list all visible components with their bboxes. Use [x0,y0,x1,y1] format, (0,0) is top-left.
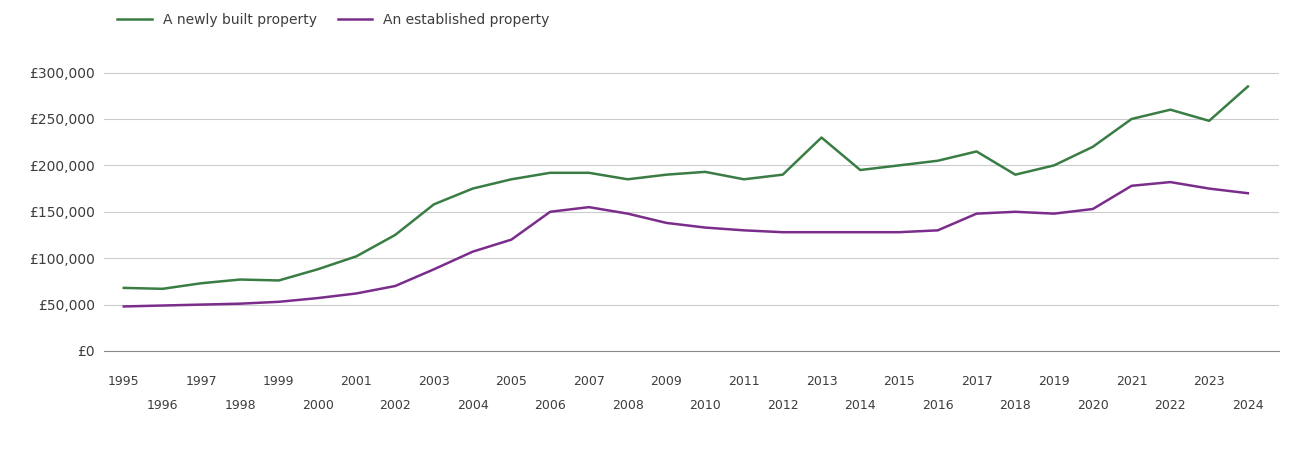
Text: 1999: 1999 [264,375,295,388]
Text: 2010: 2010 [689,399,722,411]
Legend: A newly built property, An established property: A newly built property, An established p… [111,8,556,32]
An established property [1124,183,1139,189]
A newly built property [1007,172,1023,177]
A newly built property [1240,84,1255,89]
A newly built property [232,277,248,282]
Text: 2023: 2023 [1193,375,1225,388]
An established property [775,230,791,235]
Text: 2004: 2004 [457,399,488,411]
An established property [543,209,559,215]
A newly built property [504,176,519,182]
An established property [425,266,441,272]
Text: 2019: 2019 [1039,375,1070,388]
A newly built property [775,172,791,177]
An established property [581,204,596,210]
A newly built property [581,170,596,176]
A newly built property [736,176,752,182]
A newly built property [1124,116,1139,122]
A newly built property [1047,163,1062,168]
A newly built property [465,186,480,191]
Text: 2001: 2001 [341,375,372,388]
Text: 2000: 2000 [301,399,334,411]
Text: 2003: 2003 [418,375,450,388]
Text: 2015: 2015 [883,375,915,388]
A newly built property [193,280,209,286]
An established property [930,228,946,233]
A newly built property [388,232,403,238]
A newly built property [891,163,907,168]
Text: 2007: 2007 [573,375,604,388]
Text: 2011: 2011 [728,375,760,388]
An established property [659,220,675,225]
Text: 2013: 2013 [805,375,838,388]
A newly built property [1084,144,1100,149]
Text: 2006: 2006 [534,399,566,411]
An established property [309,295,325,301]
Text: 2008: 2008 [612,399,643,411]
Text: 2018: 2018 [1000,399,1031,411]
A newly built property [968,149,984,154]
An established property [1240,190,1255,196]
A newly built property [659,172,675,177]
A newly built property [930,158,946,163]
A newly built property [348,254,364,259]
An established property [697,225,713,230]
An established property [1163,180,1178,185]
An established property [968,211,984,216]
A newly built property [620,176,636,182]
Text: 2016: 2016 [921,399,954,411]
An established property [232,301,248,306]
An established property [1047,211,1062,216]
Text: 2009: 2009 [651,375,683,388]
Text: 1996: 1996 [146,399,179,411]
A newly built property [116,285,132,291]
Text: 2020: 2020 [1077,399,1109,411]
A newly built property [425,202,441,207]
A newly built property [1163,107,1178,112]
An established property [271,299,287,305]
An established property [465,249,480,254]
An established property [388,284,403,289]
Text: 2002: 2002 [380,399,411,411]
A newly built property [155,286,171,292]
Text: 1995: 1995 [108,375,140,388]
Text: 1997: 1997 [185,375,217,388]
Text: 2021: 2021 [1116,375,1147,388]
Text: 1998: 1998 [224,399,256,411]
An established property [193,302,209,307]
Line: An established property: An established property [124,182,1248,306]
An established property [348,291,364,296]
A newly built property [543,170,559,176]
A newly built property [852,167,868,173]
A newly built property [271,278,287,283]
Text: 2005: 2005 [496,375,527,388]
Text: 2014: 2014 [844,399,876,411]
An established property [1007,209,1023,215]
A newly built property [309,266,325,272]
An established property [852,230,868,235]
An established property [504,237,519,242]
An established property [1084,206,1100,211]
An established property [1202,186,1218,191]
Text: 2012: 2012 [767,399,799,411]
An established property [620,211,636,216]
An established property [116,304,132,309]
Line: A newly built property: A newly built property [124,86,1248,289]
A newly built property [1202,118,1218,123]
Text: 2024: 2024 [1232,399,1263,411]
An established property [155,303,171,308]
Text: 2022: 2022 [1155,399,1186,411]
An established property [891,230,907,235]
An established property [736,228,752,233]
A newly built property [814,135,830,140]
An established property [814,230,830,235]
Text: 2017: 2017 [960,375,992,388]
A newly built property [697,169,713,175]
